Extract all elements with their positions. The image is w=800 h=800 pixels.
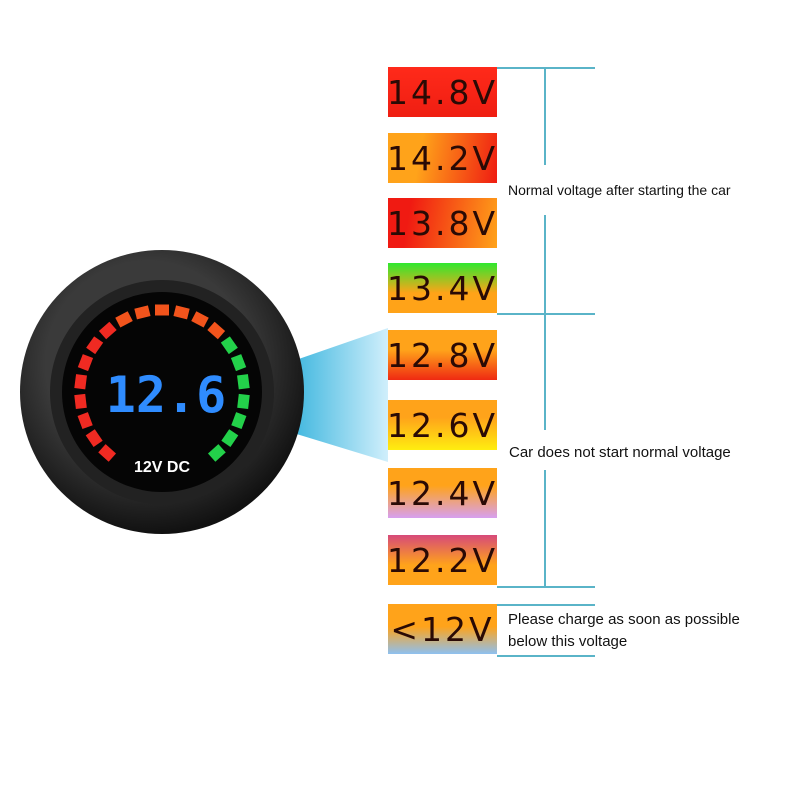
gauge-segment — [98, 444, 117, 462]
gauge-label: 12V DC — [134, 459, 190, 476]
bracket-line — [544, 313, 546, 430]
gauge-segment — [77, 412, 93, 430]
gauge-display — [62, 292, 262, 492]
bracket-line — [544, 470, 546, 587]
gauge-segment — [207, 444, 226, 462]
gauge-segment — [207, 321, 226, 340]
bracket-line — [497, 313, 595, 315]
gauge-segment — [86, 336, 104, 355]
light-beam — [290, 328, 388, 462]
gauge-segment — [237, 393, 250, 410]
voltage-level-8: <12V — [388, 604, 497, 654]
gauge-segment — [173, 305, 190, 320]
bracket-line — [497, 655, 595, 657]
gauge-segment — [74, 374, 87, 390]
gauge-segment — [155, 304, 169, 316]
note-not-started: Car does not start normal voltage — [509, 444, 731, 461]
gauge-segment — [98, 321, 117, 340]
gauge-segment — [221, 429, 239, 447]
gauge-segment — [77, 354, 94, 372]
gauge-reading: 12.6 — [106, 366, 226, 424]
gauge-segment — [85, 429, 103, 447]
gauge-segment — [231, 412, 247, 430]
bracket-line — [544, 215, 546, 313]
gauge-segment — [191, 311, 209, 328]
note-normal-running: Normal voltage after starting the car — [508, 182, 731, 198]
gauge-segment — [115, 311, 133, 328]
voltage-level-2: 13.8V — [387, 198, 497, 248]
bracket-line — [544, 67, 546, 165]
gauge-segment — [220, 336, 238, 355]
voltage-level-5: 12.6V — [387, 400, 497, 450]
bracket-line — [497, 67, 595, 69]
voltage-level-0: 14.8V — [387, 67, 497, 117]
voltage-level-3: 13.4V — [387, 263, 497, 313]
gauge-segment — [237, 374, 250, 390]
gauge-segment — [230, 354, 247, 372]
voltage-level-1: 14.2V — [387, 133, 497, 183]
note-charge-line2: below this voltage — [508, 633, 628, 650]
voltage-level-7: 12.2V — [387, 535, 497, 585]
voltage-level-4: 12.8V — [387, 330, 497, 380]
voltage-level-6: 12.4V — [387, 468, 497, 518]
gauge-segment — [74, 393, 87, 410]
bracket-line — [497, 586, 595, 588]
note-charge-line1: Please charge as soon as possible — [508, 611, 740, 628]
bracket-line — [497, 604, 595, 606]
gauge-segment — [134, 305, 151, 320]
